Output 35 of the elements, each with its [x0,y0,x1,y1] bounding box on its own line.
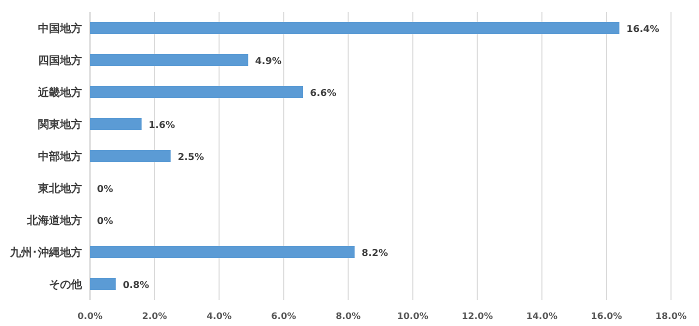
data-label: 0% [97,184,114,195]
x-tick-label: 2.0% [142,312,168,322]
x-tick-label: 10.0% [397,312,428,322]
x-tick-label: 0.0% [78,312,102,322]
data-label: 16.4% [626,24,660,35]
y-tick-label: 四国地方 [38,54,82,67]
y-tick-label: 関東地方 [38,118,82,131]
bar [90,22,620,34]
y-tick-label: 東北地方 [37,182,82,195]
data-label: 8.2% [362,248,389,259]
x-tick-label: 4.0% [206,312,232,322]
x-tick-label: 18.0% [655,312,687,322]
data-label: 2.5% [178,152,205,163]
bar [90,278,116,290]
x-tick-label: 12.0% [462,312,493,322]
y-tick-label: 九州･沖縄地方 [9,246,82,259]
y-tick-label: 北海道地方 [26,214,82,227]
y-tick-label: その他 [49,278,83,291]
x-tick-label: 8.0% [336,312,361,322]
bar [90,54,248,66]
data-label: 0.8% [122,280,150,291]
bar [90,246,355,258]
y-tick-label: 近畿地方 [37,86,82,99]
data-label: 0% [97,216,114,227]
y-tick-label: 中部地方 [38,150,82,163]
x-tick-label: 14.0% [526,312,558,322]
data-label: 6.6% [310,88,337,99]
y-tick-label: 中国地方 [38,22,82,35]
x-tick-label: 6.0% [271,312,296,322]
data-label: 4.9% [255,56,282,67]
bar [90,150,171,162]
bar [90,118,142,130]
data-label: 1.6% [148,120,176,131]
x-tick-label: 16.0% [590,312,622,322]
bar [90,86,304,98]
